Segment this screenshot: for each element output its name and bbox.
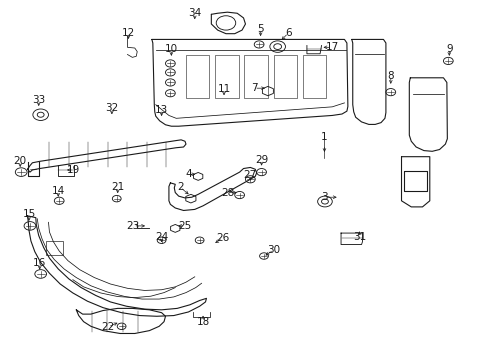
Text: 24: 24 (155, 232, 168, 242)
Text: 19: 19 (67, 165, 81, 175)
Bar (273, 55, 297, 98)
Text: 15: 15 (22, 209, 36, 219)
Text: 20: 20 (14, 156, 27, 166)
Text: 29: 29 (254, 155, 267, 165)
Bar (244, 55, 267, 98)
Text: 32: 32 (105, 103, 118, 113)
Text: 17: 17 (325, 42, 338, 52)
Text: 27: 27 (243, 170, 257, 180)
Text: 30: 30 (266, 245, 280, 255)
Text: 31: 31 (352, 232, 366, 242)
Bar (303, 55, 326, 98)
Text: 11: 11 (217, 84, 230, 94)
Text: 22: 22 (101, 322, 114, 332)
Text: 16: 16 (33, 258, 46, 268)
Text: 5: 5 (257, 24, 264, 35)
Text: 14: 14 (52, 186, 65, 196)
Text: 28: 28 (221, 188, 234, 198)
Text: 2: 2 (177, 182, 183, 192)
Text: 10: 10 (164, 44, 178, 54)
Text: 12: 12 (122, 28, 135, 38)
Text: 9: 9 (445, 44, 452, 54)
Text: 4: 4 (185, 169, 191, 179)
Text: 13: 13 (155, 105, 168, 115)
Bar (215, 55, 238, 98)
Text: 8: 8 (386, 71, 393, 81)
Text: 26: 26 (216, 233, 229, 243)
Text: 25: 25 (178, 221, 191, 231)
Text: 3: 3 (321, 192, 327, 202)
Text: 34: 34 (188, 8, 201, 18)
Text: 21: 21 (111, 182, 124, 192)
Text: 6: 6 (285, 28, 291, 38)
Text: 18: 18 (196, 317, 209, 327)
Text: 7: 7 (250, 83, 257, 93)
Bar (185, 55, 209, 98)
Bar (45, 241, 62, 255)
Text: 23: 23 (126, 221, 140, 231)
Text: 33: 33 (32, 95, 45, 105)
Text: 1: 1 (321, 132, 327, 142)
